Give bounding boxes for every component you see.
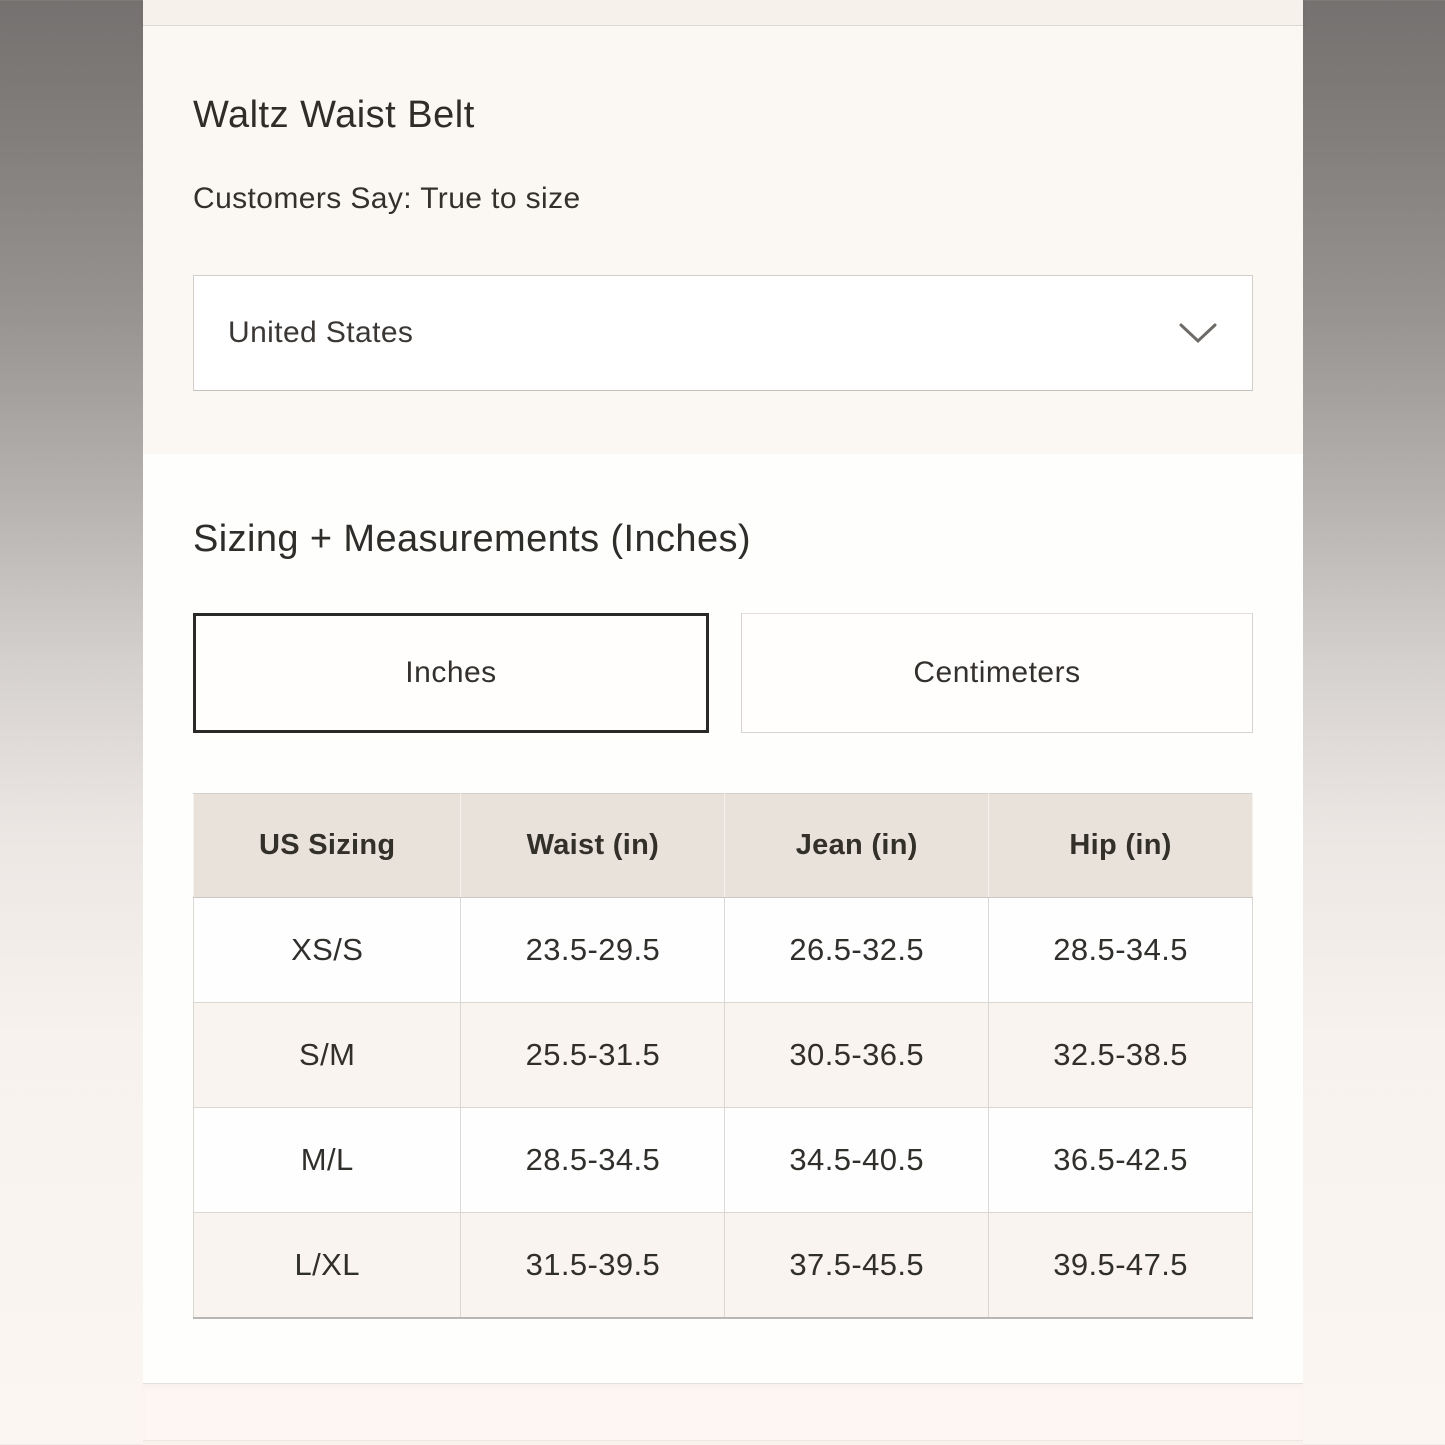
table-cell: XS/S — [192, 897, 462, 1003]
table-cell: 39.5-47.5 — [988, 1212, 1253, 1318]
table-header-row: US Sizing Waist (in) Jean (in) Hip (in) — [192, 793, 1253, 898]
table-cell: 25.5-31.5 — [460, 1002, 726, 1108]
table-row: XS/S 23.5-29.5 26.5-32.5 28.5-34.5 — [192, 897, 1253, 1003]
product-title: Waltz Waist Belt — [193, 94, 475, 136]
size-table-wrap: US Sizing Waist (in) Jean (in) Hip (in) XS/… — [192, 793, 1253, 1319]
sizing-heading: Sizing + Measurements (Inches) — [193, 518, 751, 560]
table-cell: S/M — [192, 1002, 462, 1108]
header-cell: Hip (in) — [988, 793, 1253, 898]
table-cell: 36.5-42.5 — [988, 1107, 1253, 1213]
next-section-edge — [143, 1440, 1303, 1445]
table-cell: M/L — [192, 1107, 462, 1213]
table-cell: L/XL — [192, 1212, 462, 1318]
table-cell: 34.5-40.5 — [724, 1107, 990, 1213]
table-cell: 32.5-38.5 — [988, 1002, 1253, 1108]
table-cell: 31.5-39.5 — [460, 1212, 726, 1318]
tab-inches[interactable]: Inches — [193, 613, 709, 733]
chevron-down-icon — [1179, 323, 1217, 344]
page-footer-area — [143, 1383, 1303, 1445]
unit-tabs: Inches Centimeters — [193, 613, 1253, 733]
table-row: L/XL 31.5-39.5 37.5-45.5 39.5-47.5 — [192, 1212, 1253, 1318]
country-select[interactable]: United States — [193, 275, 1253, 391]
sizing-section: Sizing + Measurements (Inches) Inches Ce… — [143, 454, 1303, 1383]
size-guide-panel: Waltz Waist Belt Customers Say: True to … — [143, 0, 1303, 1445]
header-cell: Jean (in) — [724, 793, 990, 898]
tab-centimeters[interactable]: Centimeters — [741, 613, 1253, 733]
product-header-section: Waltz Waist Belt Customers Say: True to … — [143, 26, 1303, 454]
table-cell: 28.5-34.5 — [460, 1107, 726, 1213]
header-cell: Waist (in) — [460, 793, 726, 898]
size-table: US Sizing Waist (in) Jean (in) Hip (in) XS/… — [192, 793, 1253, 1319]
previous-section-edge — [143, 0, 1303, 26]
country-select-value: United States — [228, 316, 414, 349]
fit-note: Customers Say: True to size — [193, 182, 581, 215]
table-cell: 28.5-34.5 — [988, 897, 1253, 1003]
table-row: S/M 25.5-31.5 30.5-36.5 32.5-38.5 — [192, 1002, 1253, 1108]
table-cell: 37.5-45.5 — [724, 1212, 990, 1318]
table-row: M/L 28.5-34.5 34.5-40.5 36.5-42.5 — [192, 1107, 1253, 1213]
table-cell: 30.5-36.5 — [724, 1002, 990, 1108]
table-cell: 23.5-29.5 — [460, 897, 726, 1003]
header-cell: US Sizing — [192, 793, 462, 898]
table-cell: 26.5-32.5 — [724, 897, 990, 1003]
